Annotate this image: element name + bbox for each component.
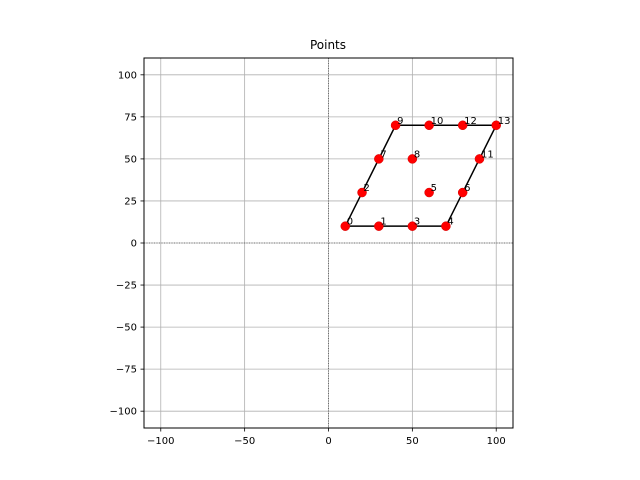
point-label: 5 — [431, 183, 437, 194]
y-tick-label: −100 — [110, 407, 137, 418]
point-label: 9 — [397, 116, 403, 127]
point-label: 3 — [414, 217, 420, 228]
point-label: 1 — [380, 217, 386, 228]
x-ticks: −100 −50 0 50 100 — [147, 428, 506, 447]
point-label: 0 — [347, 217, 353, 228]
y-tick-label: 100 — [118, 70, 137, 81]
data-point — [457, 120, 468, 131]
axes-zero-lines — [144, 58, 513, 428]
data-point — [457, 187, 468, 198]
y-tick-label: −50 — [116, 323, 137, 334]
point-label: 12 — [464, 116, 477, 127]
y-tick-label: 50 — [124, 154, 137, 165]
point-label: 10 — [431, 116, 444, 127]
y-tick-label: 75 — [124, 112, 137, 123]
data-point — [357, 187, 367, 198]
point-label: 11 — [481, 149, 494, 160]
point-label: 4 — [447, 217, 453, 228]
x-tick-label: −50 — [234, 436, 255, 447]
data-point — [390, 120, 401, 131]
data-point — [491, 120, 501, 131]
point-label: 7 — [380, 149, 386, 160]
y-tick-label: 25 — [124, 196, 137, 207]
chart-title: Points — [310, 38, 346, 52]
point-label: 2 — [364, 183, 370, 194]
data-point — [407, 154, 418, 164]
point-label: 8 — [414, 149, 420, 160]
x-tick-label: 50 — [406, 436, 419, 447]
x-tick-label: 100 — [487, 436, 506, 447]
y-ticks: −100 −75 −50 −25 0 25 50 75 100 — [110, 70, 144, 418]
x-tick-label: −100 — [147, 436, 174, 447]
x-tick-label: 0 — [325, 436, 331, 447]
data-point — [441, 221, 451, 231]
data-point — [424, 120, 434, 131]
y-tick-label: −25 — [116, 281, 137, 292]
point-label: 6 — [464, 183, 470, 194]
data-point — [340, 221, 351, 231]
data-point — [424, 187, 434, 198]
data-point — [407, 221, 418, 231]
data-point — [374, 154, 384, 164]
data-point — [474, 154, 485, 164]
points — [340, 120, 501, 231]
data-point — [374, 221, 384, 231]
y-tick-label: −75 — [116, 365, 137, 376]
point-label: 13 — [498, 116, 511, 127]
y-tick-label: 0 — [131, 239, 137, 250]
